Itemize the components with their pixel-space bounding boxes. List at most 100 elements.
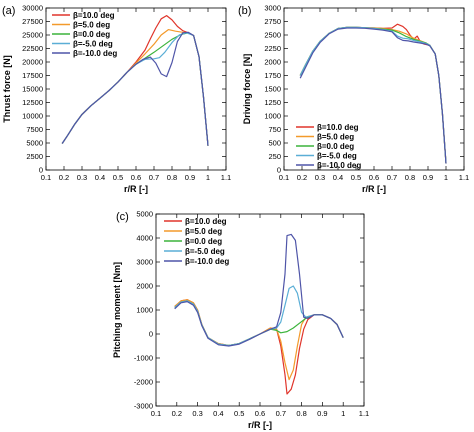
- x-tick-label: 0.2: [172, 409, 182, 418]
- x-tick-label: 0.8: [405, 173, 415, 182]
- x-axis-title: r/R [-]: [124, 184, 148, 194]
- x-tick-label: 0.7: [276, 409, 286, 418]
- x-tick-label: 0.8: [296, 409, 306, 418]
- chart-panel-2: 0.1 0.2 0.3 0.4 0.5 0.6 0.7 0.8 0.9 1 1.1 -3000 -200…: [112, 210, 369, 430]
- y-tick-label: 0: [149, 330, 153, 339]
- y-axis-title: Pitching moment [Nm]: [112, 262, 122, 358]
- y-tick-label: 0: [39, 166, 43, 175]
- y-tick-label: 250: [268, 152, 281, 161]
- x-tick-label: 0.1: [279, 173, 289, 182]
- y-tick-label: 27500: [22, 17, 43, 26]
- y-tick-label: 3000: [136, 258, 153, 267]
- x-tick-label: 1.1: [459, 173, 469, 182]
- x-tick-label: 1.1: [359, 409, 369, 418]
- y-tick-label: 3000: [264, 4, 281, 13]
- y-tick-label: 1500: [264, 85, 281, 94]
- y-tick-label: 2500: [264, 31, 281, 40]
- x-tick-label: 0.3: [192, 409, 202, 418]
- chart-panel-0: 0.1 0.2 0.3 0.4 0.5 0.6 0.7 0.8 0.9 1 1.1 0 2500 5000…: [2, 4, 231, 194]
- y-axis-title: Driving force [N]: [242, 54, 252, 125]
- legend-label-1: β=5.0 deg: [73, 21, 110, 30]
- series-line-4: [174, 233, 344, 347]
- x-tick-label: 0.2: [59, 173, 69, 182]
- legend-label-3: β=-5.0 deg: [317, 152, 357, 161]
- x-tick-label: 0.9: [185, 173, 195, 182]
- y-tick-label: 1000: [136, 306, 153, 315]
- legend-label-3: β=-5.0 deg: [185, 247, 225, 256]
- x-tick-label: 0.4: [333, 173, 343, 182]
- panel-label: (a): [2, 5, 15, 17]
- x-tick-label: 0.3: [315, 173, 325, 182]
- series-line-3: [174, 285, 344, 347]
- x-tick-label: 0.5: [113, 173, 123, 182]
- y-tick-label: 1750: [264, 71, 281, 80]
- legend-label-4: β=-10.0 deg: [185, 257, 229, 266]
- x-tick-label: 0.6: [131, 173, 141, 182]
- y-axis-title: Thrust force [N]: [2, 55, 12, 123]
- x-tick-label: 0.5: [351, 173, 361, 182]
- x-tick-label: 1.1: [221, 173, 231, 182]
- legend-label-2: β=0.0 deg: [185, 237, 222, 246]
- x-tick-label: 0.2: [297, 173, 307, 182]
- legend-label-2: β=0.0 deg: [317, 142, 354, 151]
- x-tick-label: 0.1: [151, 409, 161, 418]
- legend-label-4: β=-10.0 deg: [317, 161, 361, 170]
- x-tick-label: 0.7: [149, 173, 159, 182]
- x-tick-label: 0.8: [167, 173, 177, 182]
- series-line-0: [174, 299, 344, 395]
- legend-label-0: β=10.0 deg: [73, 11, 115, 20]
- x-tick-label: 1: [444, 173, 448, 182]
- series-line-4: [61, 31, 209, 146]
- series-line-2: [174, 300, 344, 347]
- y-tick-label: -2000: [134, 378, 153, 387]
- y-tick-label: 750: [268, 125, 281, 134]
- x-tick-label: 0.3: [77, 173, 87, 182]
- x-tick-label: 0.1: [41, 173, 51, 182]
- y-tick-label: -3000: [134, 402, 153, 411]
- y-tick-label: 22500: [22, 44, 43, 53]
- x-tick-label: 0.7: [387, 173, 397, 182]
- x-tick-label: 1: [341, 409, 345, 418]
- x-tick-label: 0.6: [255, 409, 265, 418]
- series-line-4: [299, 27, 447, 164]
- y-tick-label: 1250: [264, 98, 281, 107]
- chart-panel-1: 0.1 0.2 0.3 0.4 0.5 0.6 0.7 0.8 0.9 1 1.1 0 250 500 75…: [238, 4, 469, 194]
- y-tick-label: 30000: [22, 4, 43, 13]
- y-tick-label: 10000: [22, 112, 43, 121]
- x-tick-label: 1: [206, 173, 210, 182]
- legend-label-2: β=0.0 deg: [73, 30, 110, 39]
- y-tick-label: 500: [268, 139, 281, 148]
- legend-label-3: β=-5.0 deg: [73, 40, 113, 49]
- x-tick-label: 0.4: [213, 409, 223, 418]
- y-tick-label: 1000: [264, 112, 281, 121]
- y-tick-label: -1000: [134, 354, 153, 363]
- x-axis-title: r/R [-]: [362, 184, 386, 194]
- x-tick-label: 0.5: [234, 409, 244, 418]
- legend-label-4: β=-10.0 deg: [73, 49, 117, 58]
- y-tick-label: 15000: [22, 85, 43, 94]
- y-tick-label: 2000: [136, 282, 153, 291]
- y-tick-label: 12500: [22, 98, 43, 107]
- y-tick-label: 2250: [264, 44, 281, 53]
- y-tick-label: 25000: [22, 31, 43, 40]
- y-tick-label: 2500: [26, 152, 43, 161]
- x-tick-label: 0.4: [95, 173, 105, 182]
- series-line-1: [174, 299, 344, 381]
- y-tick-label: 7500: [26, 125, 43, 134]
- y-tick-label: 0: [277, 166, 281, 175]
- panel-label: (b): [238, 5, 251, 17]
- y-tick-label: 2000: [264, 58, 281, 67]
- y-tick-label: 2750: [264, 17, 281, 26]
- y-tick-label: 4000: [136, 234, 153, 243]
- legend-label-0: β=10.0 deg: [317, 123, 359, 132]
- x-axis-title: r/R [-]: [248, 420, 272, 430]
- legend-label-1: β=5.0 deg: [317, 133, 354, 142]
- y-tick-label: 5000: [136, 210, 153, 219]
- y-tick-label: 20000: [22, 58, 43, 67]
- x-tick-label: 0.9: [423, 173, 433, 182]
- y-tick-label: 17500: [22, 71, 43, 80]
- legend-label-1: β=5.0 deg: [185, 227, 222, 236]
- panel-label: (c): [116, 211, 129, 223]
- x-tick-label: 0.9: [317, 409, 327, 418]
